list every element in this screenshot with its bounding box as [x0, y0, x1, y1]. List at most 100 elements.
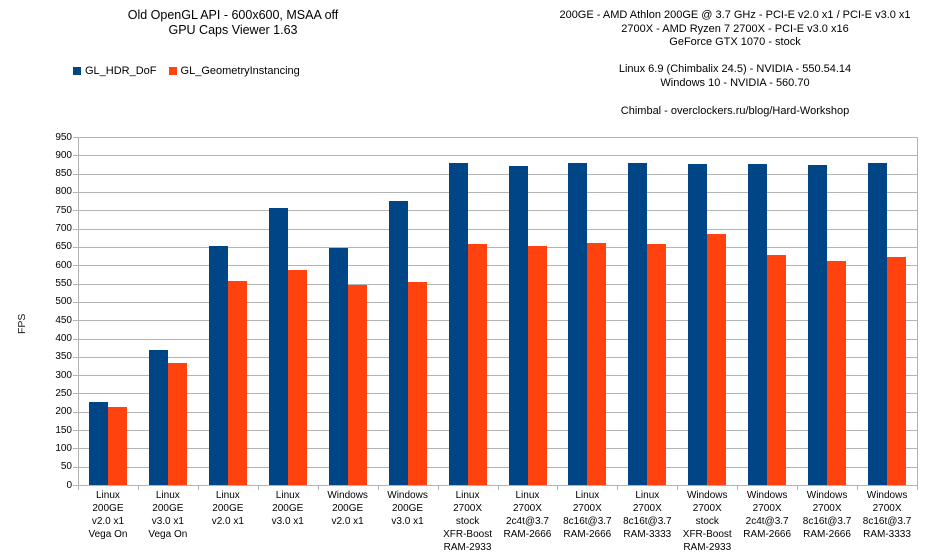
os-driver-info-block: Linux 6.9 (Chimbalix 24.5) - NVIDIA - 55…: [535, 63, 935, 90]
gridline: [78, 466, 917, 468]
gridline: [78, 356, 917, 358]
y-axis-tick-label: 800: [55, 186, 72, 198]
y-axis-tick: [73, 320, 78, 322]
bar-gl-hdr-dof: [808, 164, 828, 485]
y-axis-tick: [73, 393, 78, 395]
x-axis-tick: [317, 485, 319, 490]
bar-gl-hdr-dof: [568, 162, 588, 485]
y-axis-tick-label: 200: [55, 406, 72, 418]
bar-gl-hdr-dof: [448, 163, 468, 485]
x-axis-tick: [557, 485, 559, 490]
y-axis-tick: [73, 448, 78, 450]
chart-title: Old OpenGL API - 600x600, MSAA off GPU C…: [33, 8, 433, 38]
bar-gl-hdr-dof: [868, 162, 887, 485]
x-axis-tick: [917, 485, 918, 490]
gridline: [78, 375, 917, 377]
x-axis-tick: [257, 485, 259, 490]
bar-gl-geometryinstancing: [587, 243, 607, 485]
y-axis-tick: [73, 430, 78, 432]
legend-label-gl-geometryinstancing: GL_GeometryInstancing: [180, 65, 300, 77]
x-axis-tick: [857, 485, 859, 490]
x-axis-category-label: Windows 200GE v3.0 x1: [387, 490, 428, 527]
bar-gl-geometryinstancing: [647, 244, 667, 485]
x-axis-tick: [197, 485, 199, 490]
bar-gl-geometryinstancing: [827, 260, 847, 485]
gridline: [78, 191, 917, 193]
bar-gl-geometryinstancing: [347, 285, 367, 485]
credit-block: Chimbal - overclockers.ru/blog/Hard-Work…: [535, 105, 935, 119]
x-axis-category-label: Windows 2700X 8c16t@3.7 RAM-2666: [802, 490, 852, 540]
y-axis-tick-label: 0: [66, 479, 72, 491]
x-axis-tick: [78, 485, 79, 490]
gridline: [78, 283, 917, 285]
y-axis-tick-label: 100: [55, 442, 72, 454]
bar-gl-hdr-dof: [388, 200, 408, 485]
bar-gl-hdr-dof: [208, 246, 228, 485]
chart-title-line1: Old OpenGL API - 600x600, MSAA off: [127, 8, 339, 22]
credit-line: Chimbal - overclockers.ru/blog/Hard-Work…: [620, 105, 850, 117]
x-axis-category-label: Windows 2700X 8c16t@3.7 RAM-3333: [862, 490, 912, 540]
gridline: [78, 430, 917, 432]
y-axis-line: [78, 137, 79, 485]
y-axis-tick: [73, 375, 78, 377]
y-axis-tick-label: 250: [55, 387, 72, 399]
y-axis-tick: [73, 411, 78, 413]
y-axis-tick-label: 950: [55, 131, 72, 143]
x-axis-category-label: Linux 200GE v2.0 x1 Vega On: [88, 490, 128, 540]
x-axis-category-label: Linux 200GE v3.0 x1: [271, 490, 304, 527]
gridline: [78, 246, 917, 248]
legend: GL_HDR_DoF GL_GeometryInstancing: [73, 65, 312, 77]
y-axis-tick-label: 450: [55, 314, 72, 326]
bar-gl-hdr-dof: [268, 208, 288, 485]
y-axis-tick-label: 350: [55, 351, 72, 363]
gridline: [78, 393, 917, 395]
y-axis-tick-label: 900: [55, 149, 72, 161]
y-axis-tick-label: 600: [55, 259, 72, 271]
hardware-info-line-gpu: GeForce GTX 1070 - stock: [669, 36, 801, 48]
legend-swatch-gl-geometryinstancing: [168, 67, 177, 75]
y-axis-tick: [73, 210, 78, 212]
gridline: [78, 210, 917, 212]
y-axis-tick: [73, 246, 78, 248]
x-axis-tick: [677, 485, 679, 490]
bar-gl-hdr-dof: [748, 164, 768, 485]
gridline: [78, 228, 917, 230]
bar-gl-geometryinstancing: [407, 282, 427, 485]
x-axis-tick: [737, 485, 739, 490]
x-axis-category-label: Linux 2700X stock XFR-Boost RAM-2933: [443, 490, 492, 553]
bar-gl-hdr-dof: [508, 165, 528, 485]
y-axis-tick-label: 550: [55, 278, 72, 289]
x-axis-category-label: Windows 2700X stock XFR-Boost RAM-2933: [682, 490, 732, 553]
y-axis-tick: [73, 155, 78, 157]
bar-gl-hdr-dof: [688, 164, 708, 485]
gridline: [78, 320, 917, 322]
bar-gl-hdr-dof: [148, 350, 168, 485]
y-axis-tick-label: 700: [55, 223, 72, 235]
y-axis-tick: [73, 173, 78, 175]
bar-gl-geometryinstancing: [887, 257, 906, 485]
y-axis-tick-label: 850: [55, 168, 72, 180]
x-axis-tick: [617, 485, 619, 490]
bar-gl-hdr-dof: [328, 247, 348, 485]
y-axis-tick-label: 300: [55, 369, 72, 381]
x-axis-category-label: Windows 200GE v2.0 x1: [327, 490, 368, 527]
bar-gl-geometryinstancing: [108, 407, 127, 485]
y-axis-tick: [73, 301, 78, 303]
os-info-line-linux: Linux 6.9 (Chimbalix 24.5) - NVIDIA - 55…: [618, 63, 852, 75]
y-axis-tick: [73, 228, 78, 230]
gridline: [78, 137, 917, 138]
gridline: [78, 411, 917, 413]
gridline: [78, 448, 917, 450]
gridline: [78, 155, 917, 157]
y-axis-tick: [73, 137, 78, 138]
bar-gl-geometryinstancing: [227, 281, 247, 485]
gridline: [78, 301, 917, 303]
bar-gl-geometryinstancing: [707, 234, 727, 485]
bar-gl-geometryinstancing: [167, 363, 187, 485]
y-axis-tick-label: 500: [55, 296, 72, 308]
x-axis-category-label: Linux 2700X 8c16t@3.7 RAM-3333: [623, 490, 672, 540]
y-axis-tick: [73, 466, 78, 468]
bar-gl-geometryinstancing: [527, 246, 547, 485]
x-axis-category-label: Windows 2700X 2c4t@3.7 RAM-2666: [743, 490, 792, 540]
